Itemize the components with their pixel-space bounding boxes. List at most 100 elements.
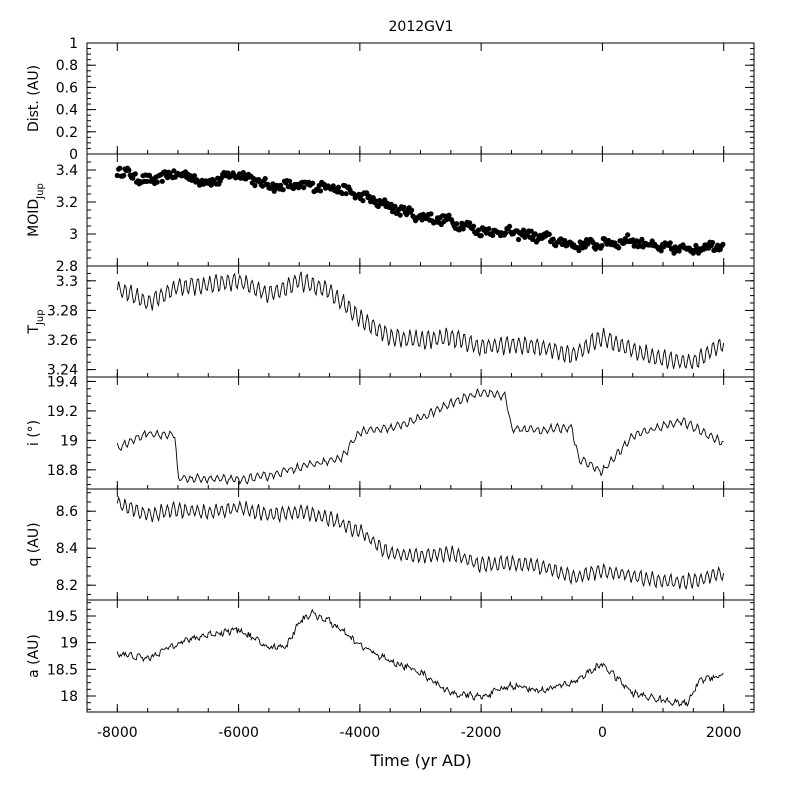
panel-moid-data-point bbox=[532, 231, 538, 237]
panel-dist-ytick-label: 0.6 bbox=[56, 80, 78, 96]
panel-moid-data-point bbox=[476, 227, 482, 233]
panel-dist-ytick-label: 0 bbox=[69, 147, 78, 163]
chart-panels: 0 0.2 0.4 0.6 0.8 1 Dist. (AU) 2.8 3 3.2 3.4 MOIDJu… bbox=[26, 36, 755, 713]
panel-moid-data-point bbox=[240, 170, 246, 176]
panel-moid-data-point bbox=[521, 227, 527, 233]
panel-moid-data-point bbox=[373, 198, 379, 204]
panel-moid-data-point bbox=[486, 226, 492, 232]
panel-q: 8.2 8.4 8.6 q (AU) bbox=[26, 488, 755, 601]
panel-moid-data-point bbox=[252, 182, 258, 189]
panel-moid-data-point bbox=[260, 183, 266, 189]
panel-moid-data-point bbox=[599, 243, 605, 249]
panel-moid-data-point bbox=[467, 220, 473, 226]
panel-moid-data-point bbox=[506, 223, 513, 229]
panel-incl-ylabel: i (°) bbox=[26, 420, 42, 446]
panel-moid-data-point bbox=[639, 236, 645, 242]
panel-tjup: 3.24 3.26 3.28 3.3 TJup bbox=[26, 265, 755, 379]
panel-moid-data-point bbox=[550, 236, 556, 242]
panel-moid-data-point bbox=[528, 228, 534, 234]
panel-moid-data-point bbox=[144, 178, 150, 184]
panel-moid: 2.8 3 3.2 3.4 MOIDJup bbox=[26, 153, 755, 275]
panel-dist-ytick-label: 0.4 bbox=[56, 103, 78, 119]
panel-a-series-line bbox=[116, 608, 724, 708]
panel-moid-data-point bbox=[428, 211, 434, 217]
panel-a-ytick-label: 19 bbox=[60, 636, 78, 652]
x-tick-label: -8000 bbox=[97, 725, 138, 741]
panel-q-frame bbox=[86, 488, 755, 601]
panel-moid-data-point bbox=[364, 190, 370, 196]
panel-moid-data-point bbox=[409, 207, 415, 213]
panel-incl-ytick-label: 19.2 bbox=[47, 404, 78, 420]
panel-moid-ytick-label: 3 bbox=[69, 227, 78, 243]
panel-tjup-series-line bbox=[116, 271, 725, 370]
x-axis-label: Time (yr AD) bbox=[369, 751, 471, 770]
panel-dist-ylabel: Dist. (AU) bbox=[26, 65, 42, 132]
panel-q-ytick-label: 8.4 bbox=[56, 541, 78, 557]
panel-moid-ytick-label: 2.8 bbox=[56, 259, 78, 275]
panel-moid-data-point bbox=[392, 203, 398, 209]
panel-moid-data-point bbox=[126, 167, 132, 173]
panel-moid-data-point bbox=[546, 231, 552, 237]
panel-moid-data-point bbox=[343, 191, 349, 197]
panel-moid-data-point bbox=[360, 198, 366, 204]
panel-moid-data-point bbox=[625, 232, 631, 238]
panel-moid-data-point bbox=[530, 236, 536, 242]
panel-moid-data-point bbox=[503, 230, 509, 236]
panel-dist-ytick-label: 1 bbox=[69, 36, 78, 52]
panel-dist-ytick-label: 0.2 bbox=[56, 125, 78, 141]
panel-moid-ytick-label: 3.2 bbox=[56, 195, 78, 211]
panel-moid-data-point bbox=[330, 183, 336, 189]
panel-moid-data-point bbox=[154, 179, 160, 185]
x-tick-label: 2000 bbox=[706, 725, 742, 741]
panel-q-ylabel: q (AU) bbox=[26, 522, 42, 566]
x-tick-label: 0 bbox=[598, 725, 607, 741]
panel-moid-data-point bbox=[114, 172, 120, 179]
panel-moid-data-point bbox=[478, 233, 484, 239]
panel-moid-data-point bbox=[490, 232, 496, 238]
panel-tjup-ytick-label: 3.24 bbox=[47, 363, 78, 379]
panel-moid-data-point bbox=[454, 221, 460, 227]
panel-tjup-ylabel: TJup bbox=[26, 309, 46, 334]
panel-moid-data-point bbox=[162, 169, 168, 175]
panel-moid-data-point bbox=[335, 184, 342, 190]
panel-moid-data-point bbox=[171, 168, 177, 174]
panel-moid-data-point bbox=[616, 245, 622, 251]
panel-incl-frame bbox=[86, 376, 755, 490]
panel-a-ytick-label: 19.5 bbox=[47, 609, 78, 625]
panel-moid-data-point bbox=[397, 212, 403, 218]
panel-incl-ytick-label: 19 bbox=[60, 433, 78, 449]
panel-moid-data-point bbox=[658, 248, 664, 254]
panel-tjup-ytick-label: 3.3 bbox=[56, 274, 78, 290]
panel-a: 18 18.5 19 19.5 a (AU) bbox=[26, 599, 755, 713]
panel-moid-data-point bbox=[446, 212, 452, 218]
x-axis: -8000 -6000 -4000 -2000 0 2000 bbox=[97, 725, 742, 741]
panel-moid-data-point bbox=[132, 171, 138, 177]
panel-moid-data-point bbox=[121, 172, 127, 179]
panel-q-ytick-label: 8.2 bbox=[56, 578, 78, 594]
panel-moid-data-point bbox=[262, 176, 268, 182]
panel-moid-data-point bbox=[562, 237, 568, 244]
panel-incl: 18.8 19 19.2 19.4 i (°) bbox=[26, 374, 755, 490]
panel-moid-data-point bbox=[715, 242, 721, 248]
panel-moid-data-point bbox=[576, 247, 582, 254]
panel-dist-ytick-label: 0.8 bbox=[56, 58, 78, 74]
panel-tjup-ylabel-subscript: Jup bbox=[35, 309, 46, 326]
panel-moid-data-point bbox=[278, 182, 284, 188]
panel-moid-ytick-label: 3.4 bbox=[56, 163, 78, 179]
panel-moid-data-point bbox=[515, 236, 522, 243]
panel-moid-data-point bbox=[117, 165, 123, 171]
panel-moid-data-point bbox=[159, 178, 165, 184]
panel-tjup-ytick-label: 3.28 bbox=[47, 303, 78, 319]
panel-a-ylabel: a (AU) bbox=[26, 634, 42, 678]
chart-title: 2012GV1 bbox=[389, 19, 454, 35]
panel-moid-data-point bbox=[710, 240, 716, 246]
panel-moid-data-point bbox=[404, 212, 410, 218]
panel-a-frame bbox=[86, 599, 755, 713]
panel-moid-ylabel-subscript: Jup bbox=[35, 183, 46, 200]
panel-moid-data-point bbox=[720, 241, 726, 247]
panel-moid-data-point bbox=[676, 248, 682, 254]
panel-incl-ytick-label: 19.4 bbox=[47, 374, 78, 390]
panel-moid-data-point bbox=[310, 180, 316, 186]
panel-a-ytick-label: 18 bbox=[60, 689, 78, 705]
